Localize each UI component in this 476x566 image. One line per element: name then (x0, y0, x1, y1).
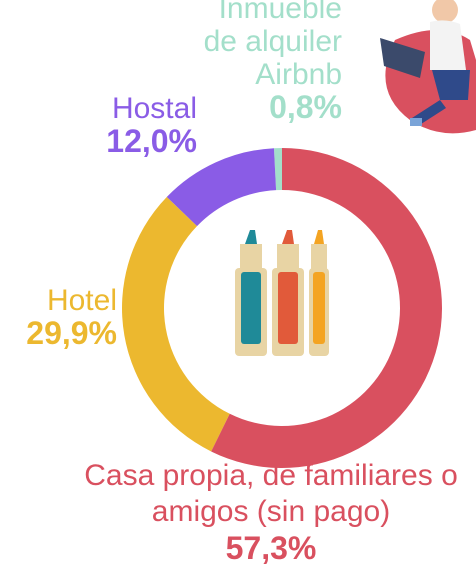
page: Inmueble de alquiler Airbnb 0,8% Hostal … (26, 0, 476, 566)
donut-segment (166, 148, 277, 227)
chart (122, 0, 476, 468)
label-casa: Casa propia, de familiares o amigos (sin… (70, 458, 472, 566)
label-hotel: Hotel 29,9% (26, 284, 117, 350)
category-label: Casa propia, de familiares o amigos (sin… (84, 459, 458, 528)
value-label: 0,8% (269, 89, 342, 125)
donut-segment (273, 148, 282, 191)
donut-segment (211, 148, 442, 468)
value-label: 57,3% (225, 530, 317, 566)
label-airbnb: Inmueble de alquiler Airbnb 0,8% (182, 0, 342, 124)
category-label: Hostal (111, 92, 197, 125)
value-label: 29,9% (26, 315, 117, 351)
donut-segment (122, 197, 230, 452)
value-label: 12,0% (106, 123, 197, 159)
label-hostal: Hostal 12,0% (106, 92, 197, 158)
category-label: Inmueble de alquiler Airbnb (203, 0, 342, 91)
markers-illustration (235, 230, 329, 356)
person-illustration (380, 0, 476, 134)
category-label: Hotel (46, 284, 117, 317)
